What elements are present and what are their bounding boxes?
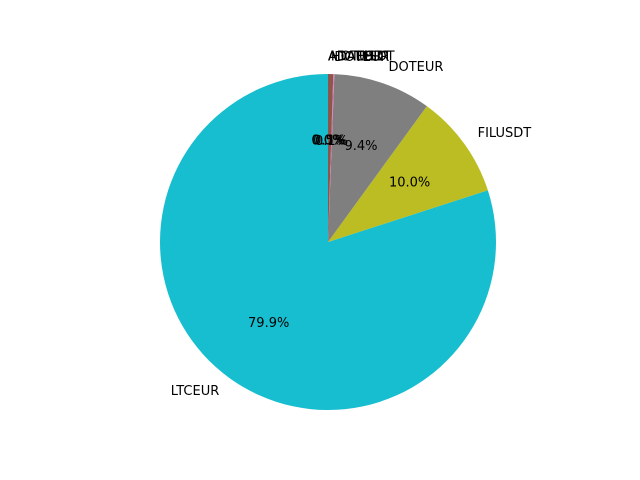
slice-label-5: ADAEUR [328, 50, 382, 65]
pie-slice-0 [160, 74, 496, 411]
slice-percent-1: 10.0% [389, 175, 430, 190]
pie-slice-4 [328, 74, 334, 242]
slice-percent-7: 0.0% [311, 134, 344, 149]
slice-label-3: DOTEUR [334, 50, 389, 65]
slice-percent-2: 9.4% [344, 139, 377, 154]
pie-slices [160, 74, 496, 411]
slice-percent-3: 0.1% [315, 134, 348, 149]
slice-percent-6: 0.0% [311, 134, 344, 149]
slice-label-2: DOTEUR [388, 60, 443, 75]
pie-slice-2 [328, 74, 427, 243]
pie-slice-1 [328, 106, 488, 242]
slice-percent-5: 0.0% [311, 134, 344, 149]
pie-labels: LTCEUR 79.9% FILUSDT 10.0% DOTEUR 9.4% DOTEUR 0… [171, 50, 531, 399]
pie-slice-3 [328, 74, 335, 242]
slice-percent-4: 0.5% [313, 134, 346, 149]
slice-label-4: HOTUSDT [331, 50, 395, 65]
slice-percent-0: 79.9% [248, 316, 289, 331]
slice-label-7: ADAEUR [328, 50, 382, 65]
slice-label-6: ADAUSDT [328, 50, 391, 65]
slice-label-1: FILUSDT [478, 126, 532, 141]
slice-label-0: LTCEUR [171, 384, 219, 399]
